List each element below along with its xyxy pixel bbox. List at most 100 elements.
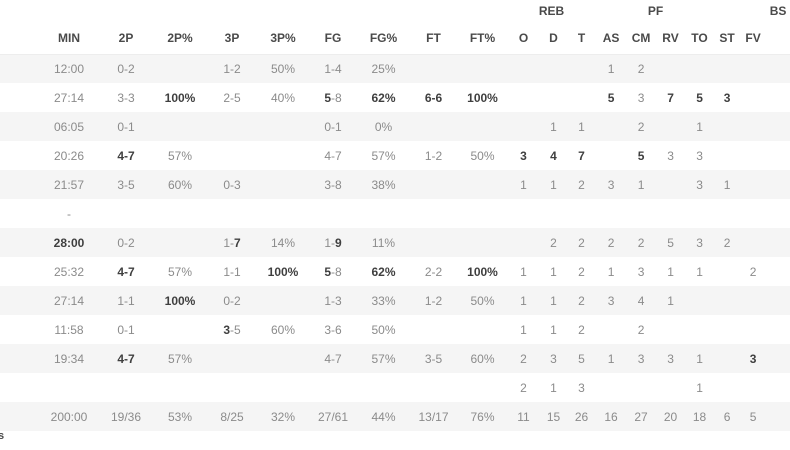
cell-st: 3 <box>723 90 731 105</box>
cell-as <box>596 373 626 402</box>
cell-fg: 1-3 <box>308 286 358 315</box>
cell-fg: 3-6 <box>324 322 342 337</box>
cell-st <box>714 286 741 315</box>
cell-spacer <box>766 228 790 257</box>
cell-rv: 3 <box>667 148 674 163</box>
cell-3p <box>206 344 258 373</box>
cell-3p: 0-2 <box>206 286 258 315</box>
cell-ft <box>409 112 458 141</box>
cell-3p: 3-5 <box>223 322 241 337</box>
cell-st <box>714 344 741 373</box>
player-row: 27:14 3-3 100% 2-5 40% 5-8 62% 6-6 100% 5 3 7 5 3 <box>0 83 790 112</box>
cell-3p: 8/25 <box>206 402 258 431</box>
cell-fg: 4-7 <box>308 344 358 373</box>
group-header-spacer <box>0 0 507 22</box>
cell-min: 27:14 <box>40 286 98 315</box>
cell-3ppct <box>258 373 308 402</box>
player-row: 12:00 0-2 1-2 50% 1-4 25% 1 2 <box>0 54 790 83</box>
cell-cm: 2 <box>626 112 657 141</box>
cell-ftpct <box>458 199 507 228</box>
cell-t: 2 <box>567 170 597 199</box>
cell-3ppct <box>258 344 308 373</box>
cell-fv <box>740 54 767 83</box>
cell-spacer <box>0 54 40 83</box>
cell-3ppct <box>258 199 308 228</box>
cell-spacer <box>0 83 40 112</box>
column-header-row: MIN 2P 2P% 3P 3P% FG FG% FT FT% O D T AS CM RV TO ST FV <box>0 22 790 55</box>
cell-cm: 2 <box>626 228 657 257</box>
cell-cm: 2 <box>626 54 657 83</box>
cell-to <box>685 54 715 83</box>
cell-st: 2 <box>714 228 741 257</box>
cell-rv <box>656 373 685 402</box>
cell-fgpct <box>358 373 409 402</box>
column-header-spacer <box>766 22 790 55</box>
cell-as: 1 <box>607 264 615 279</box>
box-score-table-container: REB PF BS MIN 2P 2P% 3P 3P% FG FG% FT FT% O D T AS CM RV… <box>0 0 790 431</box>
cell-to: 1 <box>685 112 715 141</box>
cell-fgpct: 38% <box>358 170 409 199</box>
cell-2p: 1-1 <box>98 286 154 315</box>
cell-rv: 1 <box>656 286 686 315</box>
cell-ftpct <box>458 54 507 83</box>
cell-fg: 5-8 <box>324 90 342 105</box>
cell-spacer <box>766 402 790 431</box>
cell-o: 2 <box>520 380 527 395</box>
cell-3p: 1-2 <box>206 54 258 83</box>
cell-ft: 1-2 <box>409 286 458 315</box>
cell-fv <box>740 373 766 402</box>
cell-3p <box>206 112 258 141</box>
cell-min: 12:00 <box>40 54 98 83</box>
cell-st: 6 <box>714 402 741 431</box>
cell-o <box>507 199 540 228</box>
cell-2p: 4-7 <box>117 264 135 279</box>
cell-ft: 13/17 <box>409 402 458 431</box>
cell-to: 5 <box>696 90 703 105</box>
cell-to: 1 <box>685 344 715 373</box>
cell-fv <box>740 170 767 199</box>
cell-min <box>40 373 98 402</box>
cell-fgpct: 0% <box>358 112 409 141</box>
column-header-cm: CM <box>626 22 657 55</box>
cell-ftpct: 50% <box>470 148 495 163</box>
column-header-t: T <box>567 22 597 55</box>
cell-spacer <box>0 170 40 199</box>
cell-t: 5 <box>567 344 597 373</box>
cell-min: 27:14 <box>53 90 85 105</box>
player-row: - <box>0 199 790 228</box>
cell-min: 28:00 <box>40 228 98 257</box>
cell-2p: 4-7 <box>98 344 154 373</box>
cell-ftpct: 50% <box>458 286 507 315</box>
cell-o: 1 <box>507 170 540 199</box>
cell-ft <box>409 373 458 402</box>
group-header-bs: BS <box>766 0 790 22</box>
cell-to: 3 <box>685 228 715 257</box>
cell-st <box>714 199 740 228</box>
column-header-as: AS <box>596 22 627 55</box>
cell-ft <box>409 170 458 199</box>
cell-spacer <box>0 228 40 257</box>
cell-ftpct: 60% <box>458 344 507 373</box>
column-header-ftpct: FT% <box>458 22 507 55</box>
column-header-o: O <box>507 22 540 55</box>
cell-spacer <box>766 344 790 373</box>
cell-as: 1 <box>596 344 627 373</box>
cell-ft <box>409 54 458 83</box>
player-row: 20:26 4-7 57% 4-7 57% 1-2 50% 3 4 7 5 3 3 <box>0 141 790 170</box>
cell-spacer <box>0 315 40 344</box>
cell-ft <box>409 199 458 228</box>
cell-ftpct <box>458 373 507 402</box>
cell-2ppct <box>154 315 206 344</box>
cell-as: 5 <box>607 90 615 105</box>
cell-rv: 7 <box>667 90 674 105</box>
cell-fg <box>308 199 358 228</box>
cell-fg: 4-7 <box>324 148 342 163</box>
cell-3ppct: 50% <box>258 54 308 83</box>
cell-spacer <box>0 373 40 402</box>
cell-min: 11:58 <box>54 322 84 337</box>
column-header-fgpct: FG% <box>358 22 409 55</box>
cell-d: 2 <box>540 228 567 257</box>
column-header-fg: FG <box>308 22 358 55</box>
cell-min: 21:57 <box>40 170 98 199</box>
cell-3ppct <box>258 170 308 199</box>
